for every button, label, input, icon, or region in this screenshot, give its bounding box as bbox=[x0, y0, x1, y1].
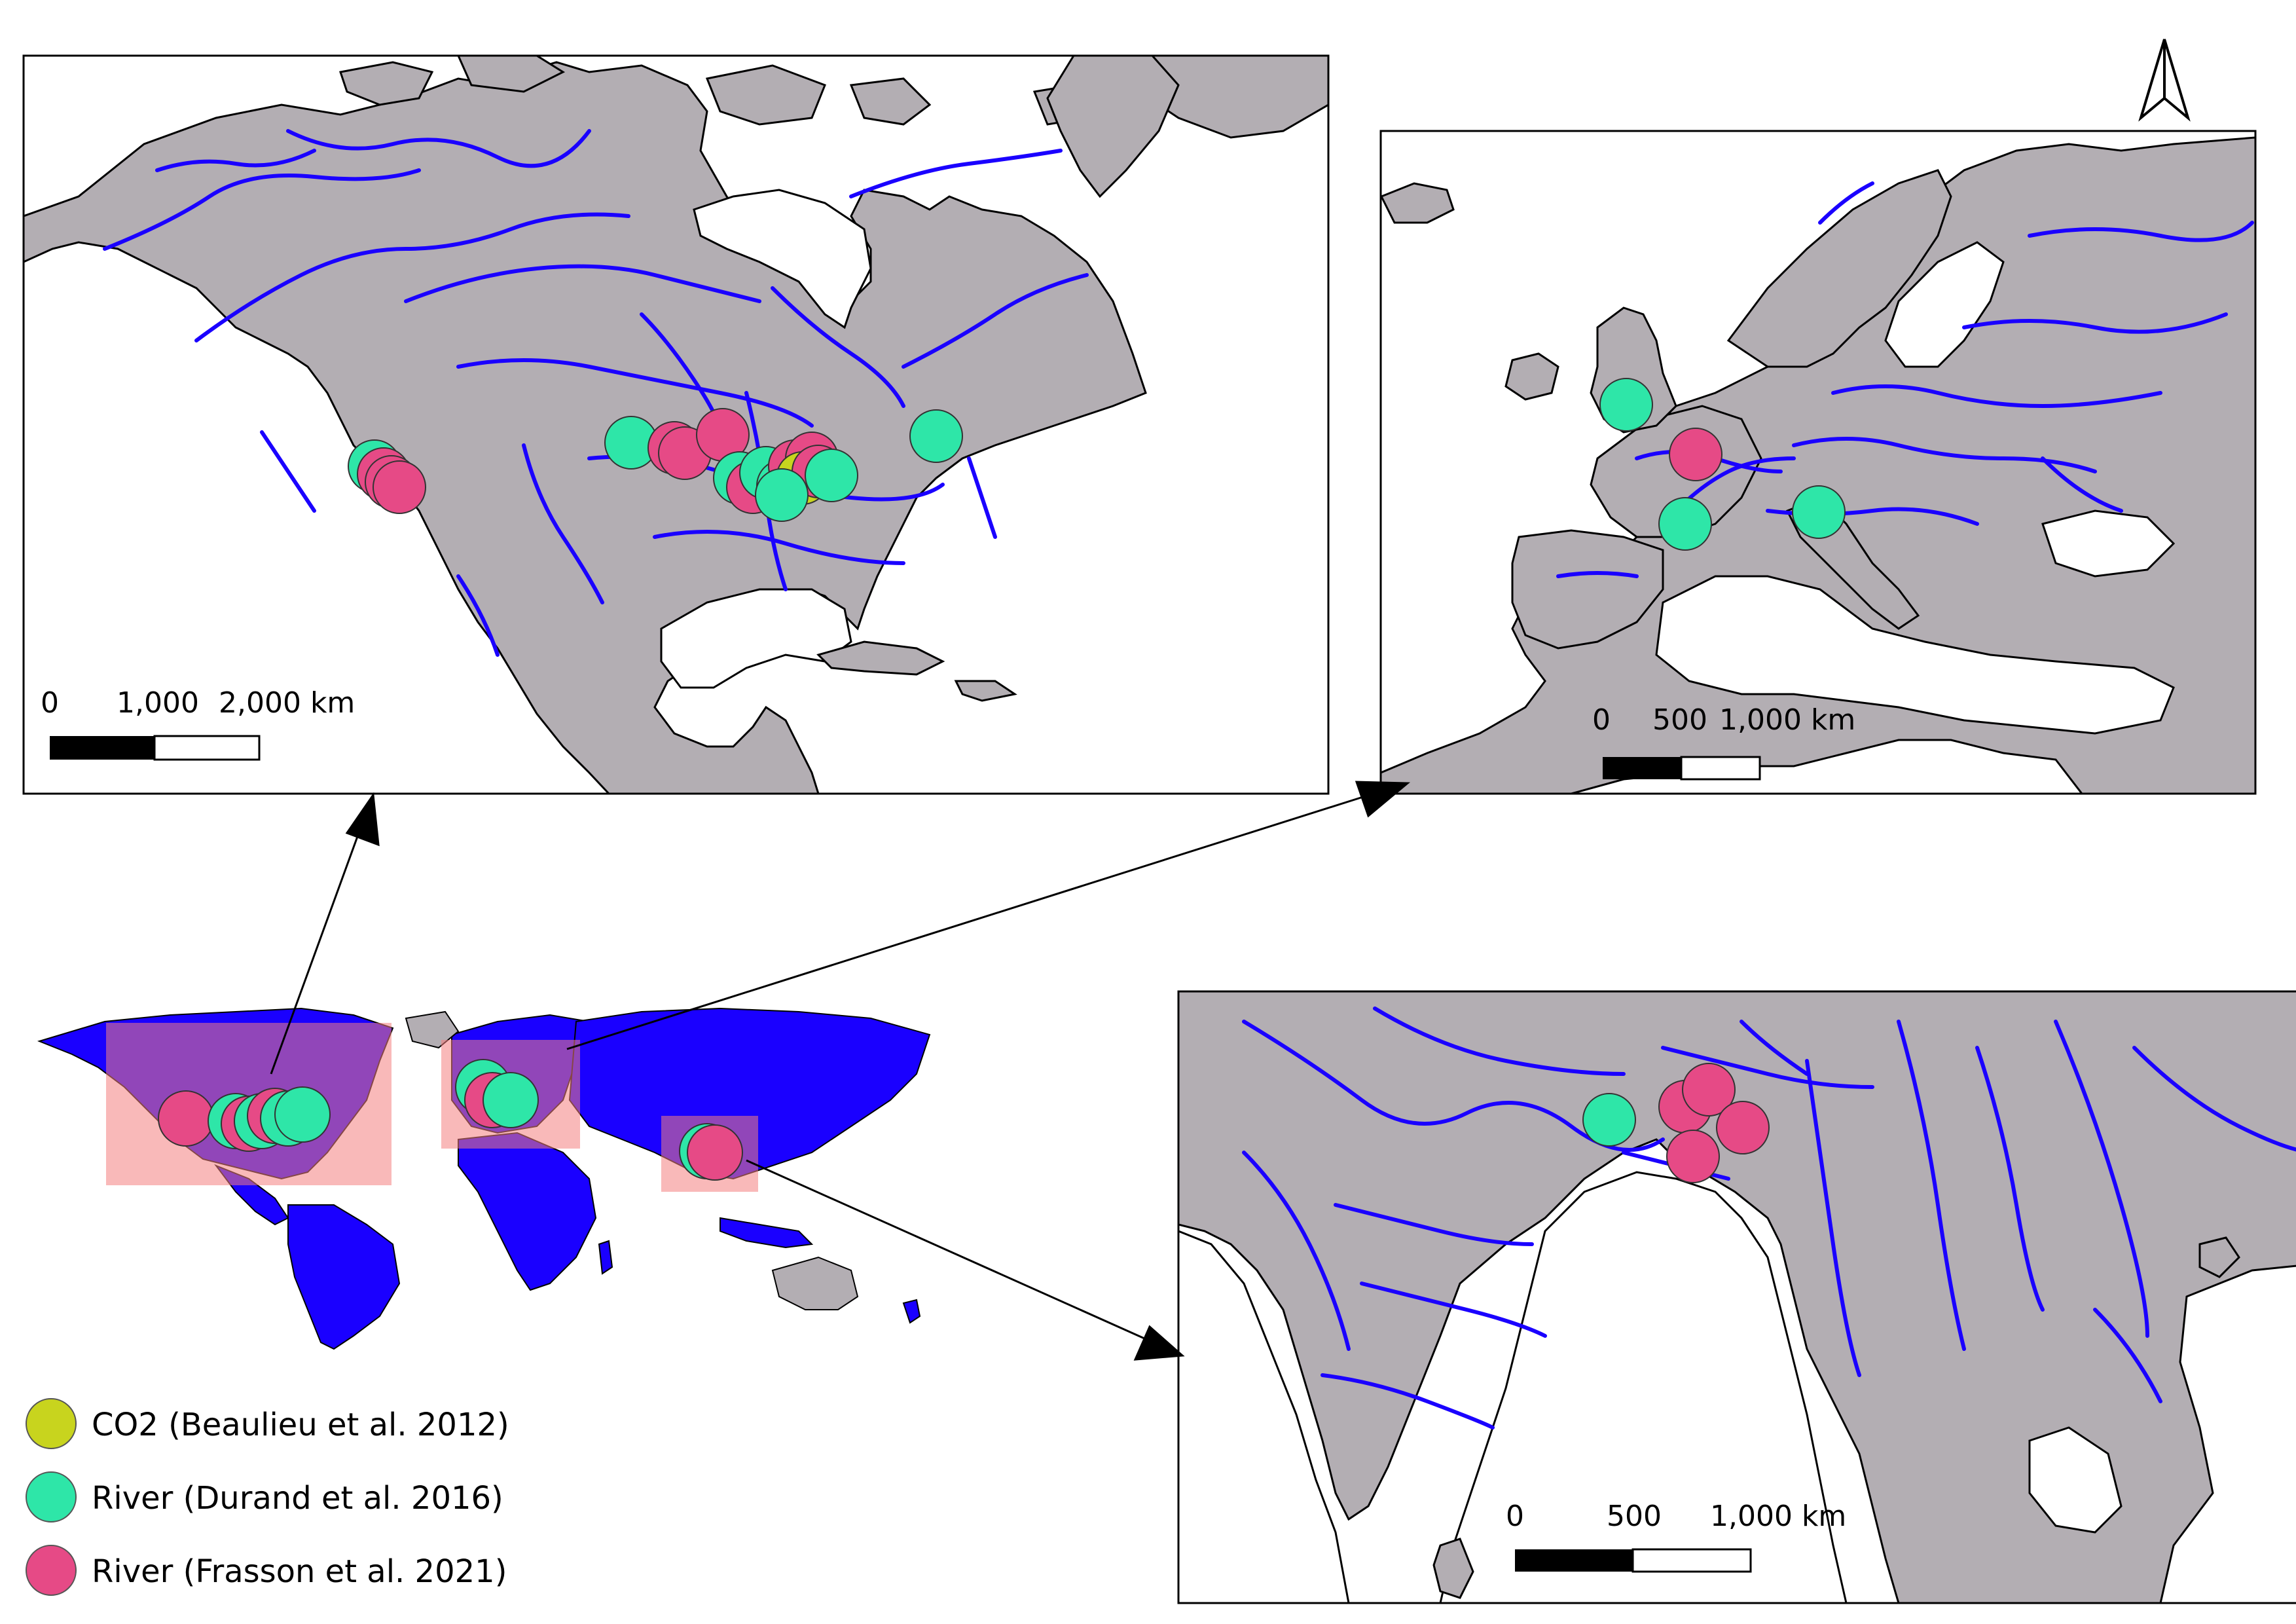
eu-iceland bbox=[1381, 182, 1455, 224]
na-scale-bar: 0 1,000 2,000 km bbox=[41, 686, 355, 761]
world-site-marker-9 bbox=[483, 1072, 539, 1128]
arrow-head-south-asia bbox=[1133, 1325, 1185, 1361]
sa-site-marker-4 bbox=[1666, 1130, 1720, 1183]
sa-landmass bbox=[1178, 991, 2296, 1603]
inset-europe: 0 500 1,000 km bbox=[1379, 130, 2257, 795]
world-points bbox=[158, 1059, 743, 1181]
world-madagascar bbox=[598, 1240, 613, 1275]
world-asia bbox=[568, 1007, 931, 1180]
eu-frame bbox=[1379, 130, 2257, 795]
eu-iberia bbox=[1511, 529, 1664, 650]
sa-bay-bengal bbox=[1439, 1171, 1848, 1603]
legend-label-co2: CO2 (Beaulieu et al. 2012) bbox=[92, 1407, 509, 1443]
world-greenland bbox=[405, 1010, 460, 1049]
na-scale-black bbox=[50, 736, 155, 760]
eu-points bbox=[1599, 378, 1846, 551]
world-south-america bbox=[287, 1204, 401, 1350]
legend: CO2 (Beaulieu et al. 2012) River (Durand… bbox=[26, 1398, 509, 1596]
eu-black-sea bbox=[2041, 509, 2176, 578]
sa-sri-lanka bbox=[1432, 1538, 1474, 1599]
na-scale-white bbox=[153, 735, 261, 761]
eu-baltic bbox=[1884, 241, 2005, 368]
arrow-to-north-america bbox=[270, 818, 365, 1075]
legend-item-frasson: River (Frasson et al. 2021) bbox=[26, 1545, 507, 1596]
eu-scale-label-0: 0 bbox=[1592, 703, 1611, 737]
inset-north-america: 0 1,000 2,000 km bbox=[22, 54, 1330, 795]
na-site-marker-17 bbox=[805, 449, 858, 502]
eu-scale-label-2: 1,000 km bbox=[1719, 703, 1855, 737]
legend-item-durand: River (Durand et al. 2016) bbox=[26, 1471, 503, 1522]
sa-points bbox=[1582, 1063, 1770, 1183]
eu-scale-white bbox=[1680, 756, 1761, 781]
na-scale-label-2: 2,000 km bbox=[219, 686, 355, 720]
legend-label-frasson: River (Frasson et al. 2021) bbox=[92, 1553, 507, 1590]
eu-scale-bar: 0 500 1,000 km bbox=[1592, 703, 1855, 781]
arrow-head-europe bbox=[1355, 781, 1411, 818]
inset-arrows bbox=[270, 781, 1411, 1361]
eu-site-marker-2 bbox=[1658, 497, 1712, 551]
arrow-to-south-asia bbox=[746, 1159, 1157, 1345]
eu-mediterranean bbox=[1655, 575, 2175, 735]
eu-site-marker-3 bbox=[1792, 485, 1846, 539]
sa-scale-black bbox=[1515, 1549, 1633, 1572]
eu-scale-label-1: 500 bbox=[1652, 703, 1707, 737]
sa-site-marker-2 bbox=[1682, 1063, 1736, 1116]
na-rivers bbox=[103, 129, 1089, 657]
sa-arabian-sea bbox=[1178, 1230, 1350, 1603]
eu-site-marker-0 bbox=[1599, 378, 1653, 432]
eu-scale-black bbox=[1603, 757, 1681, 779]
sa-south-china-sea bbox=[2159, 1264, 2296, 1603]
na-site-marker-3 bbox=[373, 460, 426, 514]
world-site-marker-6 bbox=[274, 1086, 331, 1143]
legend-item-co2: CO2 (Beaulieu et al. 2012) bbox=[26, 1398, 509, 1449]
na-frame bbox=[22, 54, 1330, 795]
sa-site-marker-0 bbox=[1582, 1093, 1636, 1147]
sa-scale-label-0: 0 bbox=[1506, 1500, 1524, 1533]
sa-scale-label-2: 1,000 km bbox=[1710, 1500, 1846, 1533]
sa-rivers bbox=[1242, 1006, 2296, 1430]
sa-hainan bbox=[2198, 1236, 2240, 1278]
world-new-zealand bbox=[902, 1299, 921, 1324]
sa-scale-label-1: 500 bbox=[1607, 1500, 1662, 1533]
sa-site-marker-3 bbox=[1716, 1101, 1770, 1154]
legend-swatch-frasson bbox=[26, 1545, 77, 1596]
eu-scandinavia bbox=[1726, 169, 1952, 368]
sa-scale-white bbox=[1631, 1548, 1752, 1573]
na-caribbean bbox=[816, 640, 1017, 702]
na-greenland bbox=[1046, 56, 1180, 198]
world-overview-map bbox=[37, 1007, 931, 1350]
world-site-marker-11 bbox=[687, 1124, 743, 1181]
eu-site-marker-1 bbox=[1669, 428, 1722, 481]
inset-south-asia: 0 500 1,000 km bbox=[1177, 990, 2296, 1604]
na-site-marker-16 bbox=[755, 468, 809, 522]
na-site-marker-18 bbox=[909, 409, 963, 463]
na-scale-label-1: 1,000 bbox=[117, 686, 199, 720]
north-arrow-icon bbox=[2138, 39, 2191, 122]
world-australia bbox=[771, 1256, 859, 1310]
sa-gulf-thailand bbox=[2028, 1426, 2123, 1534]
na-scale-label-0: 0 bbox=[41, 686, 59, 720]
sa-frame bbox=[1177, 990, 2296, 1604]
world-africa bbox=[458, 1132, 597, 1291]
world-indonesia bbox=[720, 1217, 814, 1249]
legend-swatch-durand bbox=[26, 1471, 77, 1522]
arrow-to-europe bbox=[566, 791, 1378, 1050]
legend-swatch-co2 bbox=[26, 1398, 77, 1449]
legend-label-durand: River (Durand et al. 2016) bbox=[92, 1480, 503, 1517]
world-site-marker-0 bbox=[158, 1090, 214, 1147]
arrow-head-north-america bbox=[345, 792, 380, 847]
sa-scale-bar: 0 500 1,000 km bbox=[1506, 1500, 1846, 1573]
na-points bbox=[348, 408, 963, 522]
na-hudson-bay bbox=[693, 189, 872, 329]
